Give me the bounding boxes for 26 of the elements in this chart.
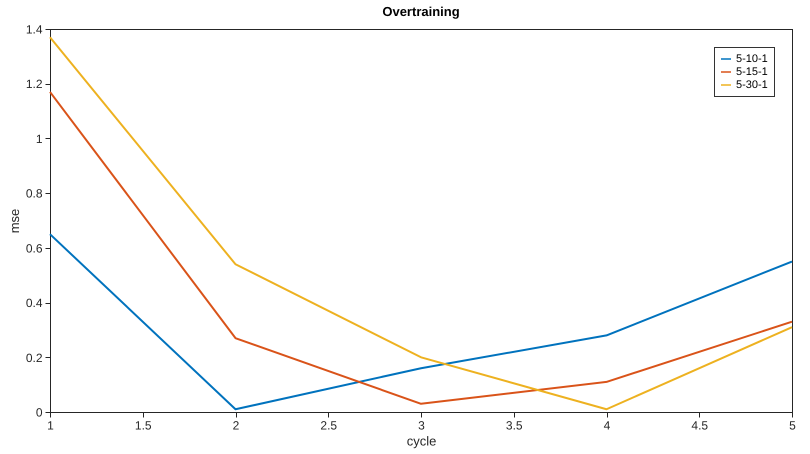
legend-label: 5-15-1: [736, 66, 768, 78]
line-series: [49, 233, 793, 410]
legend-label: 5-10-1: [736, 53, 768, 65]
legend-label: 5-30-1: [736, 79, 768, 91]
x-tick-label: 4: [604, 418, 611, 432]
chart-title: Overtraining: [382, 4, 460, 19]
x-tick-label: 1.5: [134, 418, 152, 432]
x-tick-label: 2: [232, 418, 240, 432]
y-tick-label: 1.2: [26, 77, 43, 92]
x-tick-label: 3: [418, 418, 426, 432]
y-tick-label: 0.8: [26, 186, 43, 201]
x-tick-label: 1: [47, 418, 54, 432]
x-tick-label: 3.5: [506, 418, 523, 432]
x-tick-label: 2.5: [320, 418, 338, 432]
line-series: [49, 90, 793, 405]
y-tick-label: 0.4: [26, 296, 43, 310]
y-tick-label: 0.2: [26, 350, 43, 365]
y-tick-label: 1: [36, 132, 43, 146]
y-tick-label: 0: [36, 406, 43, 420]
y-axis-title: mse: [6, 208, 22, 234]
y-tick-label: 1.4: [26, 22, 43, 36]
x-tick-label: 5: [789, 418, 796, 432]
y-tick-label: 0.6: [26, 241, 43, 256]
line-series: [49, 36, 793, 410]
x-tick-label: 4.5: [691, 418, 708, 432]
x-axis-title: cycle: [406, 434, 436, 448]
